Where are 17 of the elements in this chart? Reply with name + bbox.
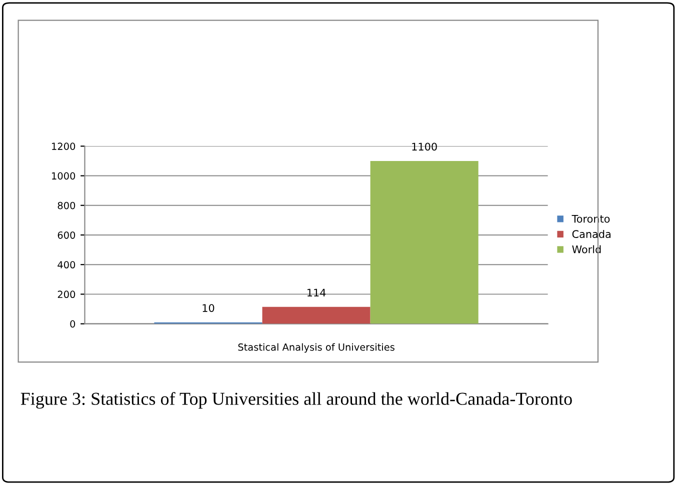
legend-label: World [572,245,601,254]
data-label: 114 [307,288,326,296]
legend-label: Canada [572,230,610,238]
y-tick-label: 1000 [52,172,76,180]
y-tick-label: 600 [58,231,76,239]
legend-label: Toronto [572,214,610,223]
bar [370,160,478,324]
data-label: 1100 [412,142,437,151]
y-tick-label: 400 [58,261,76,268]
x-tick-label: Stastical Analysis of Universities [238,343,394,353]
caption: Figure 3: Statistics of Top Universities all around the world-Canada-Toronto [20,392,572,409]
y-tick-label: 800 [58,202,76,210]
y-tick-label: 1200 [52,142,76,150]
data-label: 10 [202,304,214,312]
y-tick-label: 0 [70,320,76,328]
y-tick-label: 200 [58,290,76,298]
bar [262,306,370,324]
